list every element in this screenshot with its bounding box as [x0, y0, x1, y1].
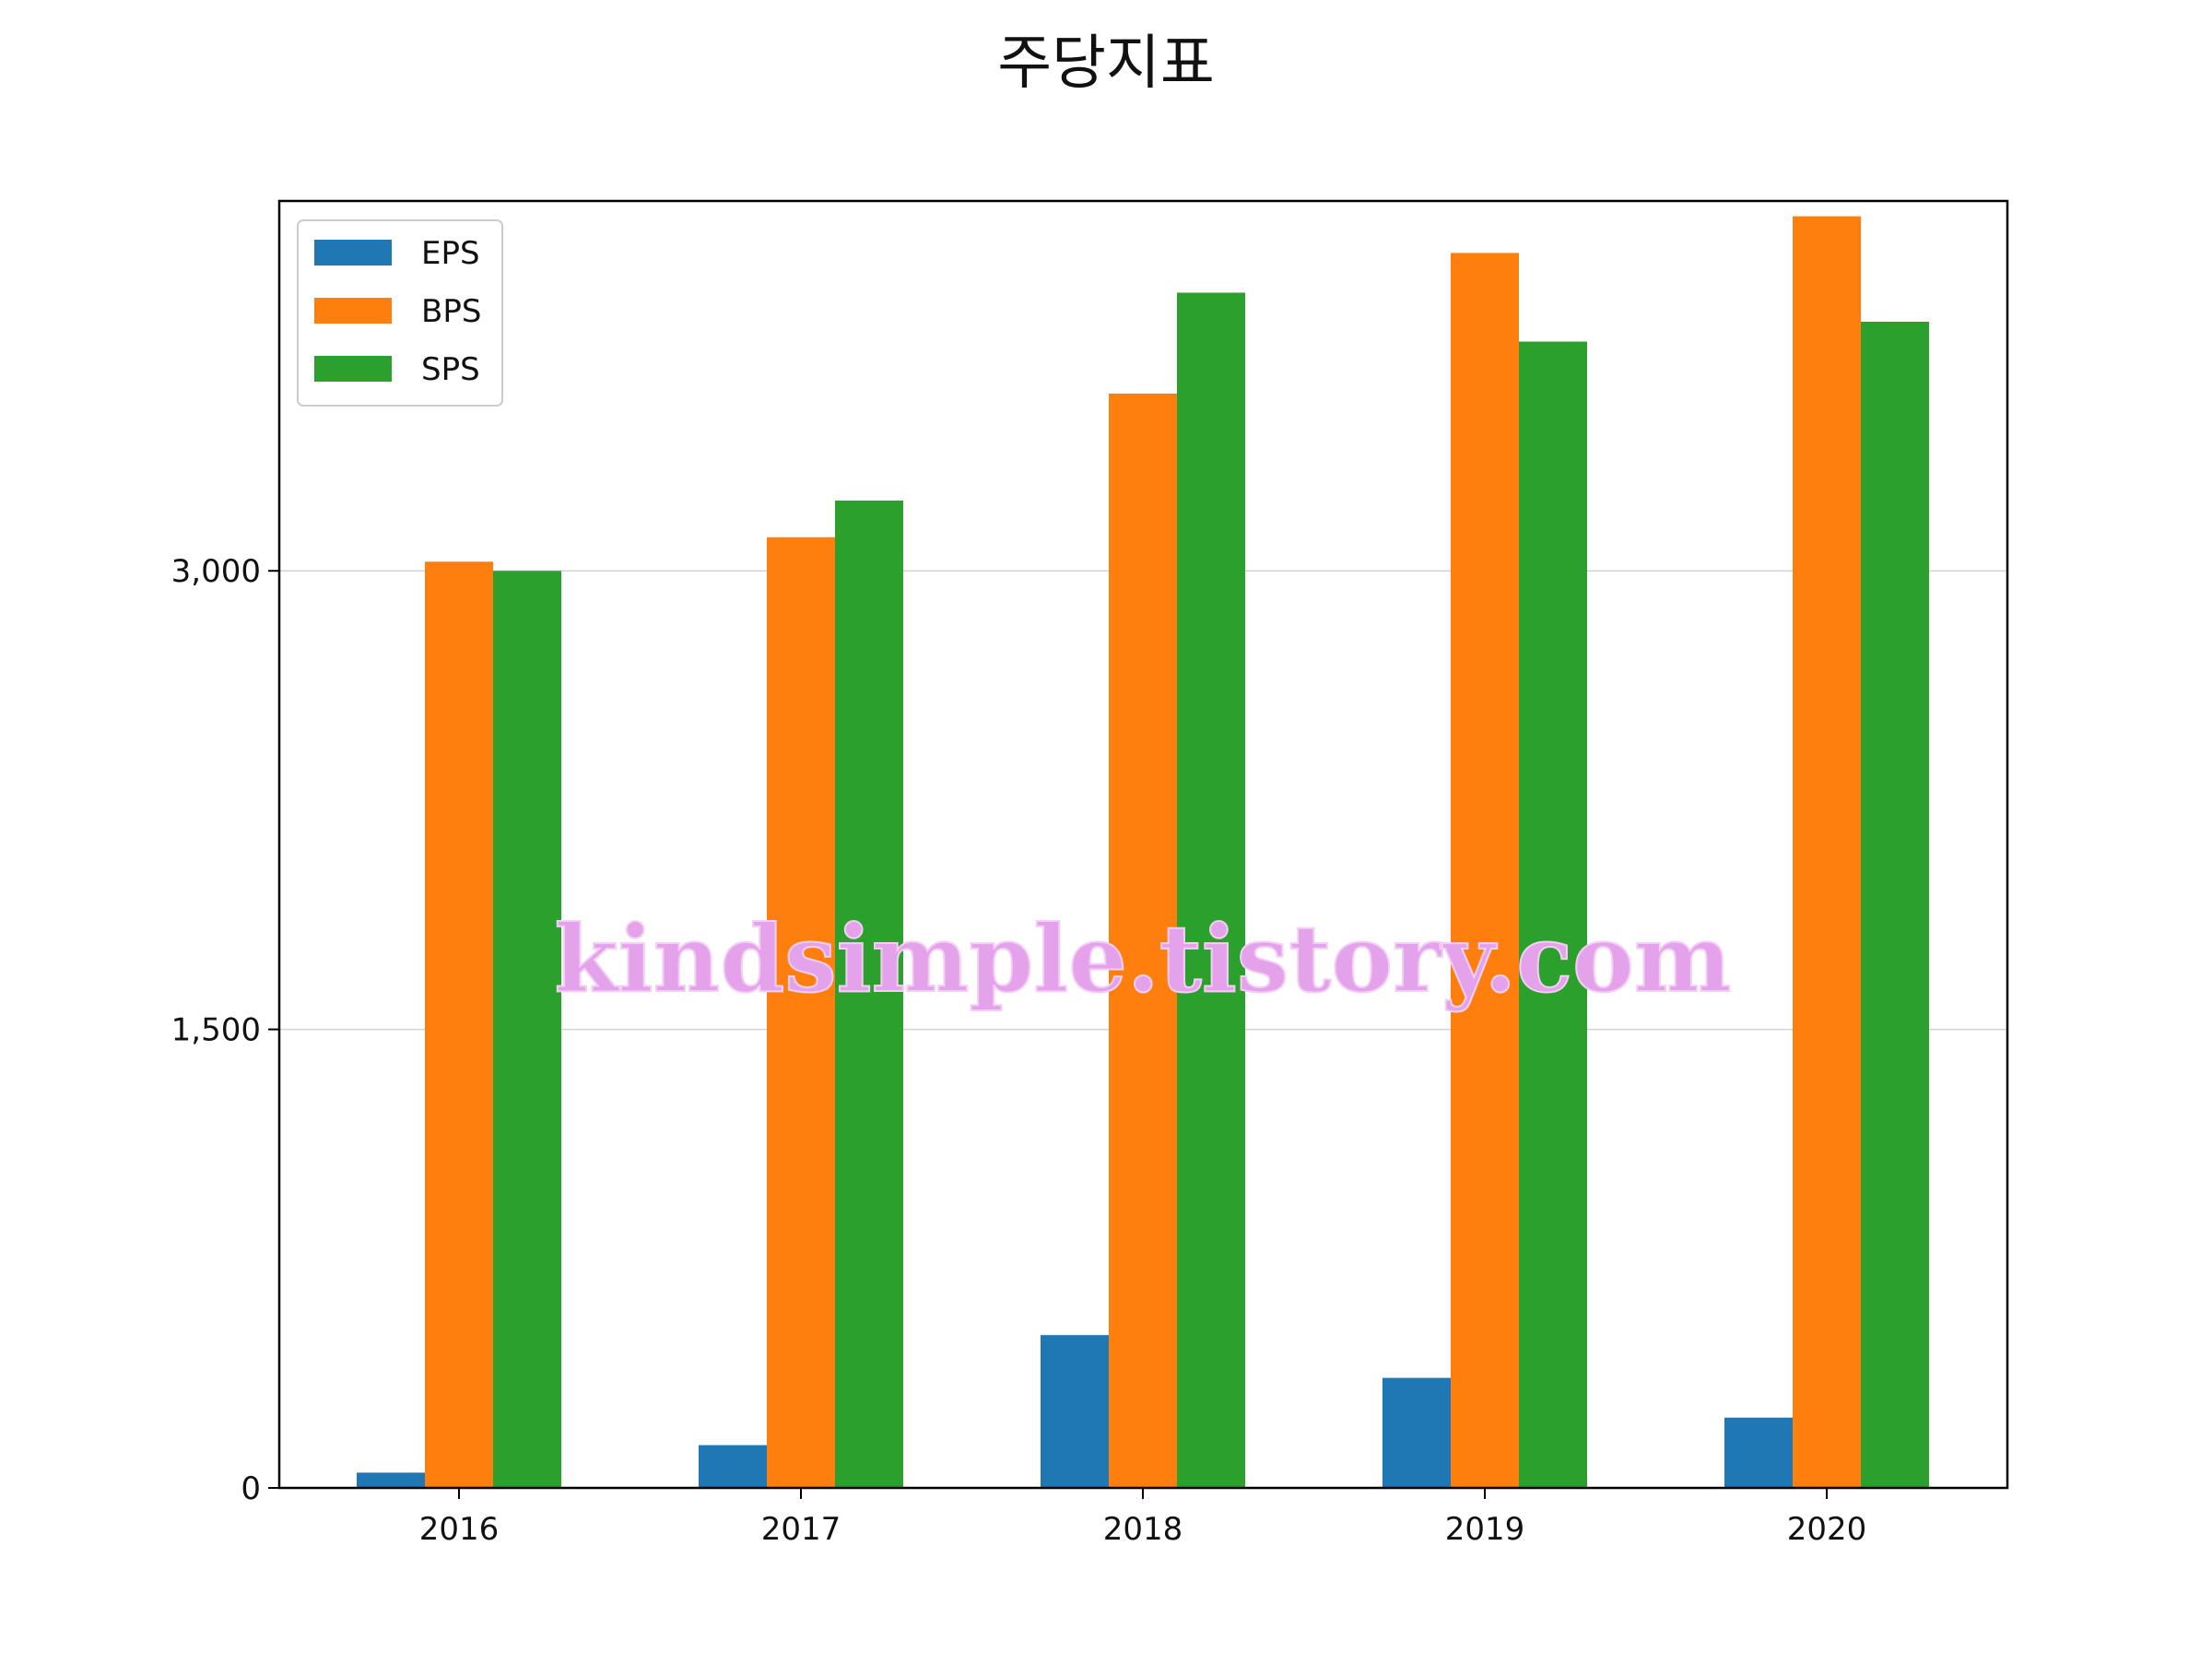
axes: 0 1,500 3,000 2016 2017 2018 2019 2020 — [171, 553, 1867, 1548]
x-tick-label: 2020 — [1787, 1511, 1867, 1548]
bar-bps-2018[interactable] — [1109, 393, 1177, 1489]
bar-sps-2018[interactable] — [1177, 292, 1245, 1489]
y-tick-label: 1,500 — [171, 1012, 261, 1049]
x-tick-label: 2019 — [1445, 1511, 1525, 1548]
bar-eps-2017[interactable] — [699, 1445, 767, 1488]
bar-eps-2019[interactable] — [1382, 1377, 1451, 1488]
bar-bps-2017[interactable] — [767, 537, 835, 1488]
bar-sps-2017[interactable] — [835, 500, 903, 1488]
bar-eps-2020[interactable] — [1724, 1417, 1793, 1488]
watermark-text: kindsimple.tistory.com — [554, 904, 1731, 1013]
bar-sps-2020[interactable] — [1861, 321, 1929, 1488]
legend[interactable]: EPS BPS SPS — [297, 219, 503, 407]
legend-label-sps: SPS — [421, 351, 480, 388]
bar-bps-2016[interactable] — [425, 561, 493, 1488]
bar-bps-2020[interactable] — [1793, 216, 1861, 1488]
bar-bps-2019[interactable] — [1451, 253, 1519, 1488]
chart-title: 주당지표 — [997, 30, 1215, 98]
legend-label-bps: BPS — [421, 293, 481, 330]
x-tick-label: 2017 — [761, 1511, 841, 1548]
bar-eps-2016[interactable] — [357, 1472, 425, 1488]
legend-label-eps: EPS — [421, 235, 480, 272]
bars — [357, 216, 1929, 1489]
x-tick-label: 2018 — [1103, 1511, 1183, 1548]
legend-swatch-sps — [314, 356, 392, 382]
legend-swatch-eps — [314, 240, 392, 266]
y-tick-label: 0 — [241, 1470, 261, 1507]
legend-swatch-bps — [314, 298, 392, 324]
bar-sps-2019[interactable] — [1519, 341, 1587, 1488]
x-tick-label: 2016 — [419, 1511, 500, 1548]
bar-eps-2018[interactable] — [1041, 1335, 1109, 1488]
bar-sps-2016[interactable] — [493, 571, 561, 1488]
y-tick-label: 3,000 — [171, 553, 261, 590]
